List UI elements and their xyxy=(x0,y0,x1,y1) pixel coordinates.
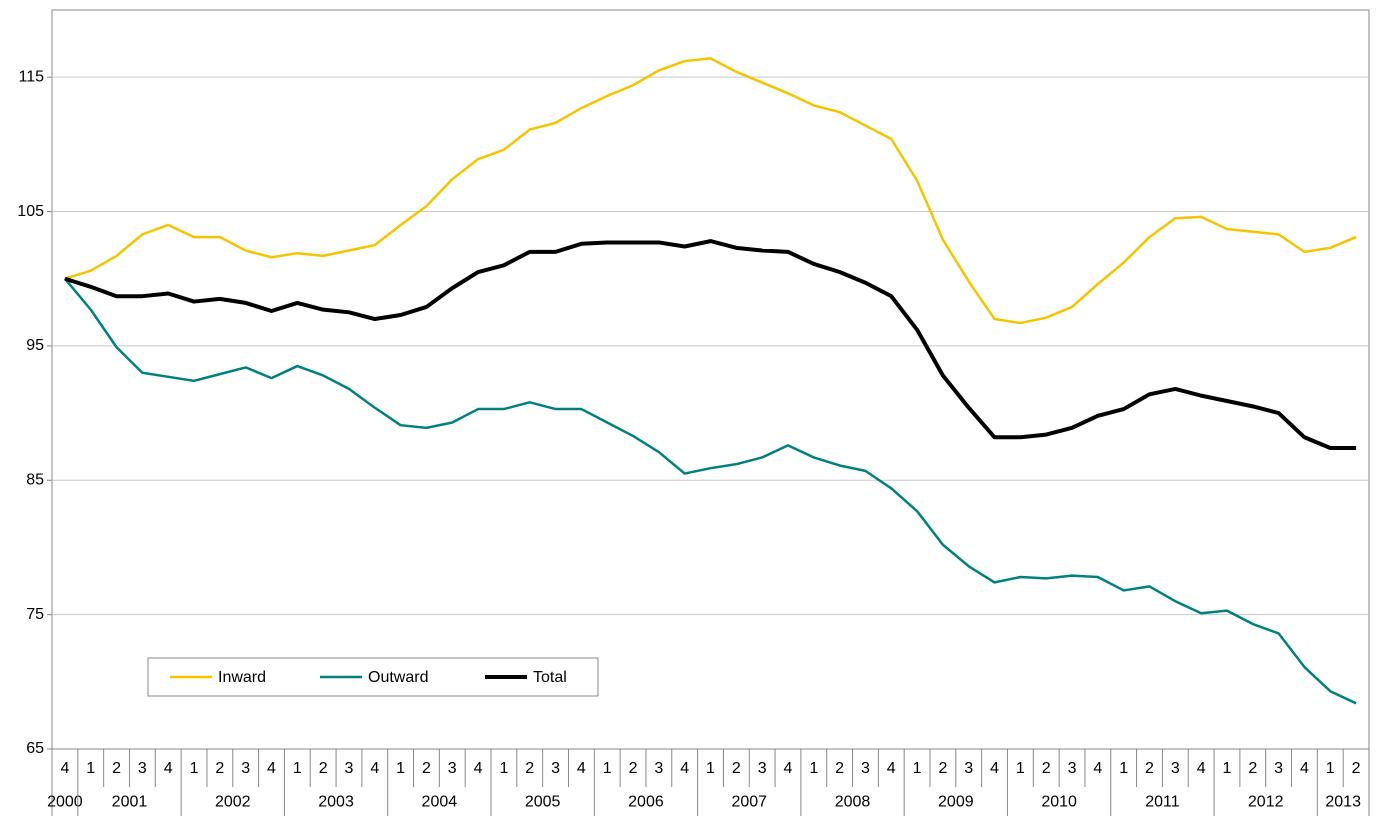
year-label: 2005 xyxy=(525,794,561,811)
x-tick-label: 4 xyxy=(474,760,483,777)
series-line xyxy=(64,57,1357,325)
x-tick-label: 1 xyxy=(499,760,508,777)
legend-label: Total xyxy=(533,669,567,686)
legend-label: Inward xyxy=(218,669,266,686)
x-tick-label: 2 xyxy=(112,760,121,777)
x-tick-label: 2 xyxy=(1145,760,1154,777)
x-tick-label: 3 xyxy=(345,760,354,777)
x-tick-label: 2 xyxy=(525,760,534,777)
x-tick-label: 1 xyxy=(293,760,302,777)
x-tick-label: 2 xyxy=(1248,760,1257,777)
year-label: 2001 xyxy=(112,794,148,811)
x-tick-label: 3 xyxy=(1274,760,1283,777)
x-tick-label: 1 xyxy=(190,760,199,777)
x-tick-label: 1 xyxy=(913,760,922,777)
x-tick-label: 3 xyxy=(448,760,457,777)
x-tick-label: 2 xyxy=(938,760,947,777)
x-tick-label: 1 xyxy=(603,760,612,777)
year-label: 2004 xyxy=(422,794,458,811)
year-label: 2003 xyxy=(318,794,354,811)
x-tick-label: 4 xyxy=(784,760,793,777)
legend-label: Outward xyxy=(368,669,428,686)
x-tick-label: 1 xyxy=(396,760,405,777)
x-tick-label: 4 xyxy=(370,760,379,777)
year-label: 2000 xyxy=(47,794,83,811)
x-tick-label: 3 xyxy=(758,760,767,777)
x-tick-label: 4 xyxy=(1093,760,1102,777)
series-line xyxy=(63,277,1357,705)
x-tick-label: 4 xyxy=(1197,760,1206,777)
x-tick-label: 1 xyxy=(86,760,95,777)
x-tick-label: 1 xyxy=(1223,760,1232,777)
y-tick-label: 95 xyxy=(26,337,44,354)
y-tick-label: 75 xyxy=(26,606,44,623)
x-tick-label: 3 xyxy=(964,760,973,777)
x-tick-label: 3 xyxy=(138,760,147,777)
x-tick-label: 3 xyxy=(551,760,560,777)
x-tick-label: 1 xyxy=(809,760,818,777)
year-label: 2008 xyxy=(835,794,871,811)
x-tick-label: 2 xyxy=(319,760,328,777)
series-line xyxy=(64,239,1357,451)
year-label: 2010 xyxy=(1041,794,1077,811)
y-tick-label: 65 xyxy=(26,740,44,757)
x-tick-label: 4 xyxy=(1300,760,1309,777)
x-tick-label: 1 xyxy=(1119,760,1128,777)
x-tick-label: 4 xyxy=(60,760,69,777)
x-tick-label: 4 xyxy=(577,760,586,777)
x-tick-label: 2 xyxy=(1352,760,1361,777)
x-tick-label: 1 xyxy=(706,760,715,777)
year-label: 2012 xyxy=(1248,794,1284,811)
y-tick-label: 105 xyxy=(17,203,44,220)
x-tick-label: 2 xyxy=(1042,760,1051,777)
x-tick-label: 2 xyxy=(215,760,224,777)
y-tick-label: 85 xyxy=(26,471,44,488)
x-tick-label: 3 xyxy=(241,760,250,777)
x-tick-label: 2 xyxy=(629,760,638,777)
year-label: 2006 xyxy=(628,794,664,811)
year-label: 2002 xyxy=(215,794,251,811)
year-label: 2011 xyxy=(1145,794,1180,811)
x-tick-label: 1 xyxy=(1016,760,1025,777)
x-tick-label: 2 xyxy=(732,760,741,777)
x-tick-label: 4 xyxy=(887,760,896,777)
year-label: 2009 xyxy=(938,794,974,811)
year-label: 2013 xyxy=(1325,794,1361,811)
x-tick-label: 3 xyxy=(1171,760,1180,777)
x-tick-label: 3 xyxy=(1068,760,1077,777)
x-tick-label: 2 xyxy=(422,760,431,777)
year-label: 2007 xyxy=(731,794,767,811)
x-tick-label: 3 xyxy=(861,760,870,777)
x-tick-label: 4 xyxy=(164,760,173,777)
x-tick-label: 4 xyxy=(680,760,689,777)
y-tick-label: 115 xyxy=(18,68,44,85)
x-tick-label: 4 xyxy=(990,760,999,777)
plot-frame xyxy=(51,9,1370,750)
x-tick-label: 4 xyxy=(267,760,276,777)
x-tick-label: 3 xyxy=(654,760,663,777)
x-tick-label: 2 xyxy=(835,760,844,777)
x-tick-label: 1 xyxy=(1326,760,1335,777)
